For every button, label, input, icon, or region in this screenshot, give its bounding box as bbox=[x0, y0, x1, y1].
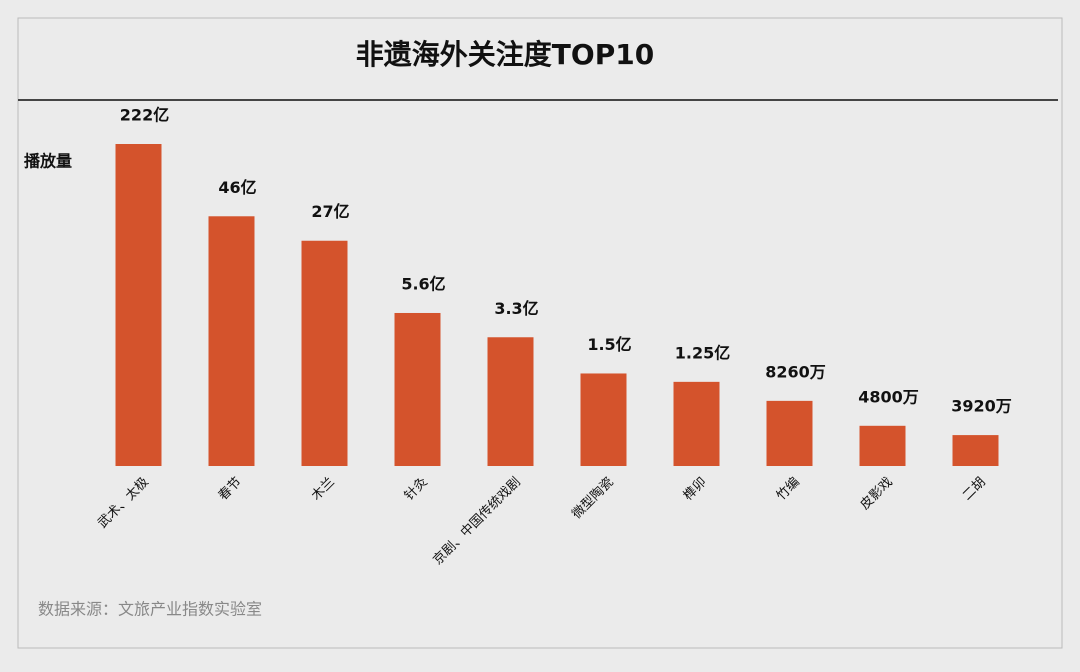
source: 数据来源：文旅产业指数实验室 bbox=[38, 600, 262, 619]
bar bbox=[673, 381, 720, 466]
value-label: 27亿 bbox=[311, 202, 349, 221]
chart-title: 非遗海外关注度TOP10 bbox=[356, 38, 654, 71]
bar bbox=[301, 240, 348, 466]
bar bbox=[952, 435, 999, 466]
value-label: 222亿 bbox=[120, 106, 169, 125]
bar bbox=[580, 373, 627, 466]
value-label: 1.5亿 bbox=[587, 335, 631, 354]
value-label: 8260万 bbox=[765, 362, 826, 381]
bar bbox=[487, 337, 534, 466]
bar bbox=[394, 312, 441, 466]
value-label: 4800万 bbox=[858, 387, 919, 406]
bar bbox=[859, 425, 906, 466]
bar bbox=[208, 216, 255, 466]
frame bbox=[17, 17, 1063, 649]
value-label: 5.6亿 bbox=[401, 274, 445, 293]
bar bbox=[766, 400, 813, 466]
value-label: 3.3亿 bbox=[494, 299, 538, 318]
value-label: 3920万 bbox=[951, 397, 1012, 416]
y-axis-label: 播放量 bbox=[24, 152, 72, 171]
value-label: 1.25亿 bbox=[675, 343, 730, 362]
value-label: 46亿 bbox=[218, 178, 256, 197]
bar bbox=[115, 144, 162, 466]
